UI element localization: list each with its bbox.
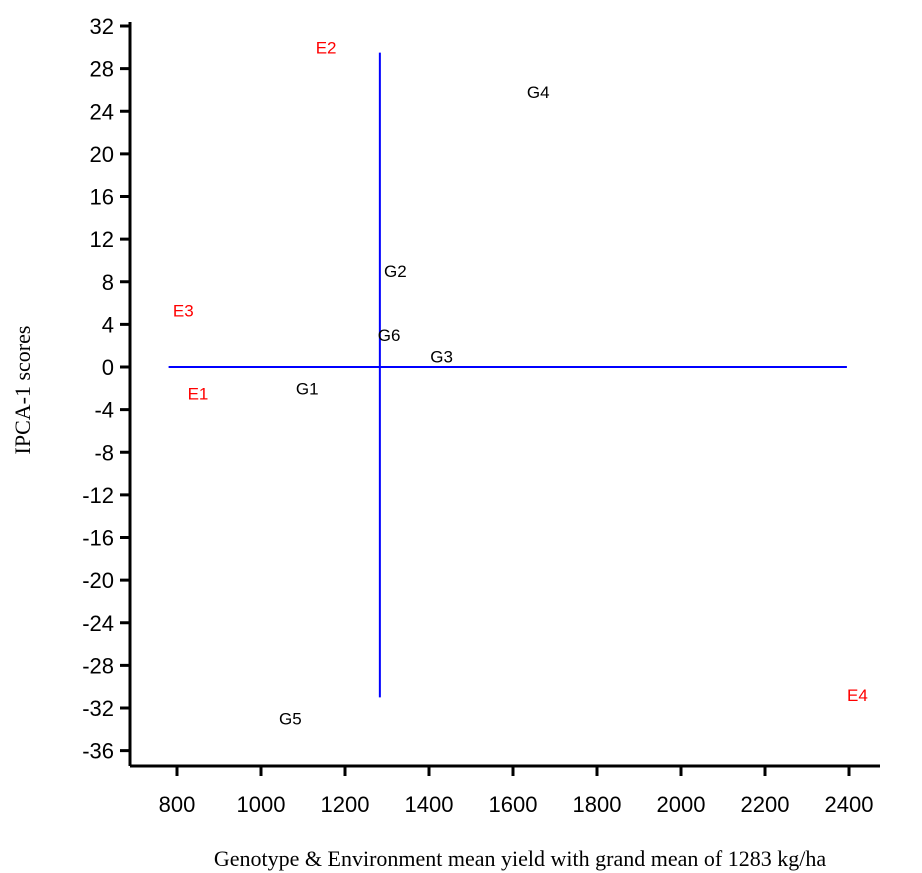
y-tick-label: 0 <box>102 355 114 380</box>
y-tick-label: -24 <box>82 611 114 636</box>
y-tick-label: -12 <box>82 483 114 508</box>
point-label-g6: G6 <box>378 326 401 345</box>
y-tick-label: -8 <box>94 440 114 465</box>
x-tick-label: 2200 <box>741 792 790 817</box>
y-tick-label: 12 <box>90 227 114 252</box>
axes: 32 28 24 20 16 12 8 4 0 -4 -8 -12 -16 -20 -24 -28 -32 -36… <box>82 14 880 817</box>
y-tick-label: -4 <box>94 398 114 423</box>
point-label-g4: G4 <box>527 83 550 102</box>
x-tick-label: 1600 <box>489 792 538 817</box>
y-tick-label: 32 <box>90 14 114 39</box>
x-tick-label: 2400 <box>825 792 874 817</box>
y-tick-label: 24 <box>90 99 114 124</box>
data-points: G1 G2 G3 G4 G5 G6 E1 E2 E3 E4 <box>173 38 868 728</box>
y-tick-label: -16 <box>82 526 114 551</box>
point-label-g2: G2 <box>384 262 407 281</box>
y-tick-label: 20 <box>90 142 114 167</box>
x-axis-title: Genotype & Environment mean yield with g… <box>214 846 826 871</box>
y-axis-title: IPCA-1 scores <box>10 326 35 455</box>
y-tick-label: -36 <box>82 739 114 764</box>
point-label-e2: E2 <box>316 38 337 57</box>
reference-lines <box>168 52 847 698</box>
point-label-e4: E4 <box>847 686 868 705</box>
x-tick-label: 1000 <box>237 792 286 817</box>
y-tick-label: 28 <box>90 57 114 82</box>
point-label-e1: E1 <box>188 385 209 404</box>
y-tick-label: 4 <box>102 312 114 337</box>
y-tick-label: -20 <box>82 568 114 593</box>
y-tick-label: -28 <box>82 653 114 678</box>
point-label-g5: G5 <box>279 710 302 729</box>
x-tick-label: 1800 <box>573 792 622 817</box>
x-tick-label: 2000 <box>657 792 706 817</box>
point-label-g3: G3 <box>430 347 453 366</box>
x-tick-label: 800 <box>159 792 196 817</box>
point-label-g1: G1 <box>296 379 319 398</box>
y-tick-label: -32 <box>82 696 114 721</box>
x-tick-label: 1400 <box>405 792 454 817</box>
y-tick-label: 8 <box>102 270 114 295</box>
point-label-e3: E3 <box>173 302 194 321</box>
x-tick-label: 1200 <box>321 792 370 817</box>
y-tick-label: 16 <box>90 185 114 210</box>
